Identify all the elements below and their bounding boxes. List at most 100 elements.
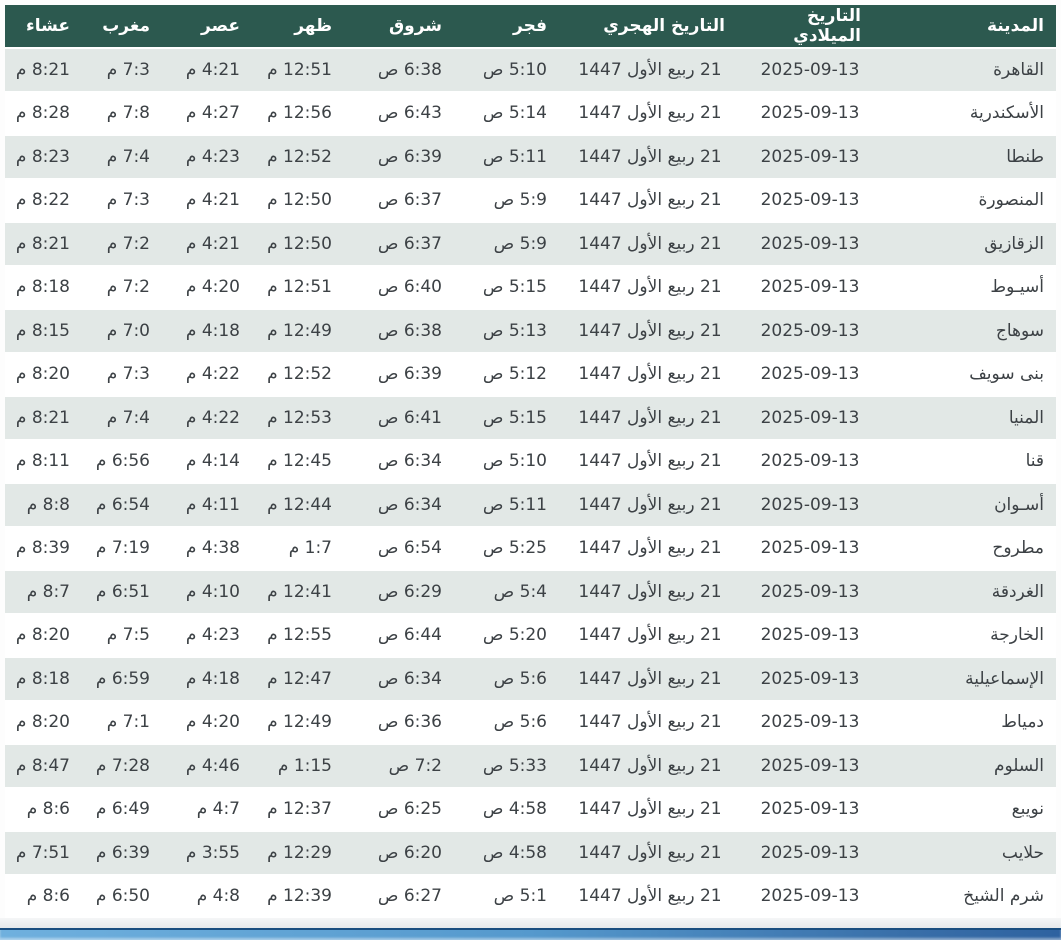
cell-dhuhr: 12:39 م [258, 874, 350, 919]
cell-maghrib: 6:39 م [88, 831, 168, 876]
cell-city: الغردقة [885, 570, 1056, 615]
cell-hijri: 21 ربيع الأول 1447 [565, 352, 735, 397]
cell-gregorian: 2025-09-13 [735, 657, 885, 702]
cell-asr: 4:21 م [168, 48, 258, 93]
cell-gregorian: 2025-09-13 [735, 48, 885, 93]
table-row: أسيـوط 2025-09-13 21 ربيع الأول 1447 5:15 ص… [5, 265, 1056, 310]
cell-fajr: 5:9 ص [460, 222, 565, 267]
cell-asr: 4:20 م [168, 265, 258, 310]
cell-fajr: 5:15 ص [460, 396, 565, 441]
cell-fajr: 5:4 ص [460, 570, 565, 615]
cell-gregorian: 2025-09-13 [735, 439, 885, 484]
cell-sunrise: 6:40 ص [350, 265, 460, 310]
cell-sunrise: 6:44 ص [350, 613, 460, 658]
table-wrapper: المدينة التاريخ الميلادي التاريخ الهجري فجر… [5, 5, 1056, 919]
cell-gregorian: 2025-09-13 [735, 91, 885, 136]
cell-asr: 4:21 م [168, 178, 258, 223]
cell-dhuhr: 12:41 م [258, 570, 350, 615]
cell-gregorian: 2025-09-13 [735, 135, 885, 180]
cell-gregorian: 2025-09-13 [735, 352, 885, 397]
cell-city: نويبع [885, 787, 1056, 832]
cell-hijri: 21 ربيع الأول 1447 [565, 874, 735, 919]
cell-hijri: 21 ربيع الأول 1447 [565, 265, 735, 310]
cell-city: سوهاج [885, 309, 1056, 354]
cell-maghrib: 6:56 م [88, 439, 168, 484]
cell-city: حلايب [885, 831, 1056, 876]
cell-isha: 8:15 م [5, 309, 88, 354]
cell-sunrise: 6:25 ص [350, 787, 460, 832]
cell-gregorian: 2025-09-13 [735, 700, 885, 745]
cell-asr: 4:22 م [168, 396, 258, 441]
cell-asr: 4:46 م [168, 744, 258, 789]
column-header-fajr: فجر [460, 5, 565, 49]
cell-dhuhr: 12:51 م [258, 265, 350, 310]
cell-sunrise: 6:37 ص [350, 178, 460, 223]
cell-maghrib: 7:3 م [88, 352, 168, 397]
cell-city: دمياط [885, 700, 1056, 745]
cell-city: الخارجة [885, 613, 1056, 658]
cell-hijri: 21 ربيع الأول 1447 [565, 526, 735, 571]
cell-fajr: 5:12 ص [460, 352, 565, 397]
table-row: الغردقة 2025-09-13 21 ربيع الأول 1447 5:4 ص… [5, 570, 1056, 615]
cell-maghrib: 7:4 م [88, 135, 168, 180]
cell-hijri: 21 ربيع الأول 1447 [565, 135, 735, 180]
cell-sunrise: 6:37 ص [350, 222, 460, 267]
cell-dhuhr: 12:55 م [258, 613, 350, 658]
cell-hijri: 21 ربيع الأول 1447 [565, 222, 735, 267]
cell-isha: 8:8 م [5, 483, 88, 528]
cell-city: الزقازيق [885, 222, 1056, 267]
cell-maghrib: 7:19 م [88, 526, 168, 571]
cell-fajr: 5:11 ص [460, 135, 565, 180]
cell-gregorian: 2025-09-13 [735, 570, 885, 615]
cell-hijri: 21 ربيع الأول 1447 [565, 178, 735, 223]
cell-dhuhr: 12:49 م [258, 700, 350, 745]
cell-asr: 4:20 م [168, 700, 258, 745]
cell-gregorian: 2025-09-13 [735, 744, 885, 789]
cell-fajr: 5:33 ص [460, 744, 565, 789]
horizontal-scrollbar[interactable] [0, 928, 1061, 940]
cell-dhuhr: 12:51 م [258, 48, 350, 93]
cell-gregorian: 2025-09-13 [735, 222, 885, 267]
cell-isha: 8:28 م [5, 91, 88, 136]
cell-fajr: 5:11 ص [460, 483, 565, 528]
column-header-sunrise: شروق [350, 5, 460, 49]
table-body: القاهرة 2025-09-13 21 ربيع الأول 1447 5:10 … [5, 48, 1056, 919]
table-row: الإسماعيلية 2025-09-13 21 ربيع الأول 1447 5… [5, 657, 1056, 702]
cell-fajr: 4:58 ص [460, 787, 565, 832]
cell-maghrib: 6:49 م [88, 787, 168, 832]
cell-sunrise: 6:38 ص [350, 48, 460, 93]
cell-sunrise: 6:27 ص [350, 874, 460, 919]
scrollbar-thumb[interactable] [0, 928, 1061, 940]
cell-hijri: 21 ربيع الأول 1447 [565, 570, 735, 615]
table-row: الأسكندرية 2025-09-13 21 ربيع الأول 1447 5:… [5, 91, 1056, 136]
cell-maghrib: 7:0 م [88, 309, 168, 354]
cell-sunrise: 6:34 ص [350, 483, 460, 528]
cell-sunrise: 7:2 ص [350, 744, 460, 789]
column-header-maghrib: مغرب [88, 5, 168, 49]
cell-dhuhr: 1:7 م [258, 526, 350, 571]
cell-isha: 8:21 م [5, 48, 88, 93]
cell-asr: 4:18 م [168, 309, 258, 354]
table-row: بنى سويف 2025-09-13 21 ربيع الأول 1447 5:12… [5, 352, 1056, 397]
cell-isha: 8:18 م [5, 265, 88, 310]
cell-isha: 8:20 م [5, 352, 88, 397]
cell-dhuhr: 12:52 م [258, 135, 350, 180]
cell-asr: 4:23 م [168, 613, 258, 658]
table-row: الخارجة 2025-09-13 21 ربيع الأول 1447 5:20 … [5, 613, 1056, 658]
cell-hijri: 21 ربيع الأول 1447 [565, 613, 735, 658]
cell-sunrise: 6:34 ص [350, 657, 460, 702]
cell-city: الأسكندرية [885, 91, 1056, 136]
cell-fajr: 5:13 ص [460, 309, 565, 354]
cell-asr: 4:10 م [168, 570, 258, 615]
cell-city: قنا [885, 439, 1056, 484]
cell-isha: 8:20 م [5, 700, 88, 745]
cell-hijri: 21 ربيع الأول 1447 [565, 396, 735, 441]
column-header-dhuhr: ظهر [258, 5, 350, 49]
table-row: المنصورة 2025-09-13 21 ربيع الأول 1447 5:9 … [5, 178, 1056, 223]
cell-dhuhr: 12:49 م [258, 309, 350, 354]
table-row: دمياط 2025-09-13 21 ربيع الأول 1447 5:6 ص 6:… [5, 700, 1056, 745]
cell-gregorian: 2025-09-13 [735, 787, 885, 832]
cell-fajr: 5:14 ص [460, 91, 565, 136]
cell-maghrib: 7:5 م [88, 613, 168, 658]
